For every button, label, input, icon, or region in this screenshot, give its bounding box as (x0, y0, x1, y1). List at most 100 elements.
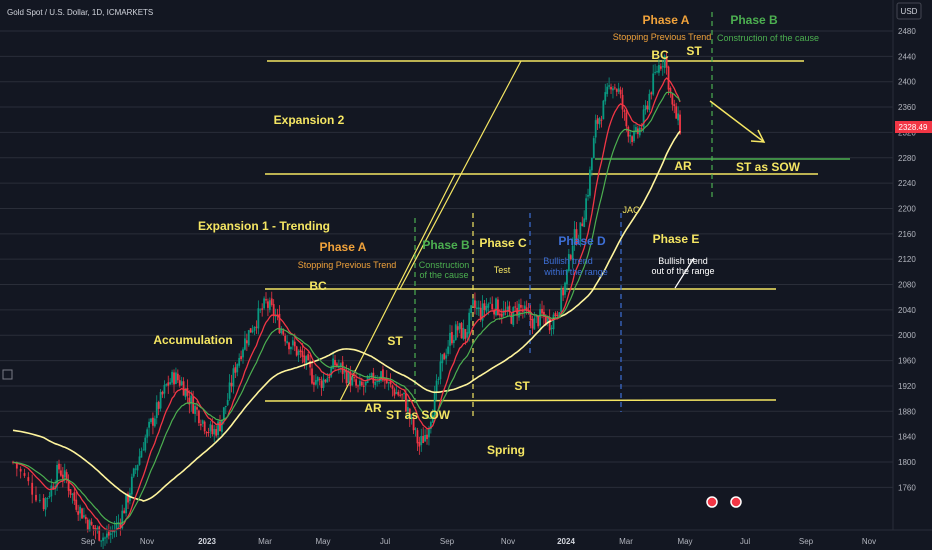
candle-body (592, 138, 595, 159)
candle-body (470, 305, 473, 313)
candle-body (613, 87, 616, 89)
candle-body (633, 131, 635, 142)
candle-body (71, 493, 74, 495)
candle-body (679, 114, 681, 134)
candle-body (615, 89, 618, 92)
candle-body (297, 351, 300, 355)
candle-body (313, 382, 315, 385)
candle-body (337, 366, 340, 368)
candle-body (546, 317, 549, 324)
candle-body (184, 388, 187, 398)
currency-button[interactable] (896, 2, 922, 20)
candle-body (650, 92, 653, 95)
candle-body (180, 381, 183, 386)
candle-body (92, 525, 95, 529)
candle-body (602, 100, 605, 120)
candle-body (353, 377, 356, 379)
candle-body (107, 531, 110, 536)
candle-body (175, 372, 177, 384)
y-tick-label: 2000 (898, 331, 916, 340)
candle-body (199, 424, 202, 426)
candle-body (552, 314, 555, 330)
candle-body (249, 328, 252, 333)
annotation-label: Construction (419, 260, 470, 270)
candle-body (380, 371, 382, 381)
candle-body (196, 407, 198, 410)
candle-body (102, 537, 104, 541)
candle-body (475, 307, 478, 310)
candle-body (454, 324, 457, 341)
candle-body (86, 519, 89, 530)
candle-body (226, 399, 229, 406)
x-tick-label: 2024 (557, 537, 575, 546)
candle-body (477, 307, 480, 310)
candle-body (395, 392, 398, 395)
event-markers[interactable] (706, 496, 742, 508)
candle-body (347, 370, 350, 384)
event-flag-icon[interactable] (730, 496, 742, 508)
candle-body (42, 498, 45, 510)
candle-body (207, 432, 210, 434)
candle-body (523, 305, 526, 312)
candle-body (491, 303, 494, 310)
candle-body (541, 308, 543, 314)
candle-body (213, 429, 216, 435)
x-tick-label: Nov (501, 537, 515, 546)
candle-body (176, 373, 179, 381)
annotation-label: BC (309, 279, 327, 293)
candle-body (238, 357, 241, 366)
candle-body (123, 510, 126, 514)
candle-body (307, 354, 310, 361)
candle-body (646, 105, 649, 110)
candle-body (378, 379, 380, 383)
candle-body (161, 391, 164, 395)
candle-body (309, 360, 311, 368)
candle-body (623, 110, 626, 112)
candle-body (167, 382, 170, 386)
candle-body (590, 157, 593, 171)
candle-body (571, 245, 574, 260)
zoom-icon[interactable] (2, 369, 13, 380)
annotation-label: out of the range (651, 266, 714, 276)
candle-body (359, 380, 361, 386)
candle-body (441, 354, 444, 364)
candle-body (508, 305, 511, 312)
candle-body (608, 85, 611, 87)
candle-body (510, 313, 513, 324)
candle-body (612, 88, 614, 91)
candle-body (362, 385, 365, 387)
x-tick-label: May (677, 537, 692, 546)
candle-body (625, 112, 628, 127)
candle-body (305, 356, 308, 365)
y-tick-label: 1800 (898, 458, 916, 467)
candle-body (140, 451, 143, 458)
annotation-label: ST as SOW (736, 160, 801, 174)
candle-body (372, 372, 375, 384)
candle-body (230, 382, 233, 387)
candle-body (426, 434, 428, 440)
candle-body (364, 381, 367, 386)
candle-body (654, 71, 657, 73)
candle-body (458, 323, 461, 330)
candle-body (316, 377, 319, 382)
y-tick-label: 2440 (898, 52, 916, 61)
candle-body (558, 312, 561, 318)
candle-body (495, 298, 497, 316)
candle-body (383, 379, 386, 381)
candle-body (44, 498, 47, 510)
candle-body (433, 391, 436, 417)
candle-body (498, 313, 501, 316)
range-lines (264, 12, 850, 420)
candle-body (148, 421, 150, 428)
candle-body (659, 66, 662, 69)
candle-body (205, 432, 208, 434)
event-flag-icon[interactable] (706, 496, 718, 508)
candle-body (412, 418, 415, 431)
candle-body (115, 522, 118, 531)
candle-body (38, 499, 41, 501)
candle-body (577, 240, 580, 243)
candle-body (15, 462, 18, 469)
candle-body (658, 65, 660, 73)
